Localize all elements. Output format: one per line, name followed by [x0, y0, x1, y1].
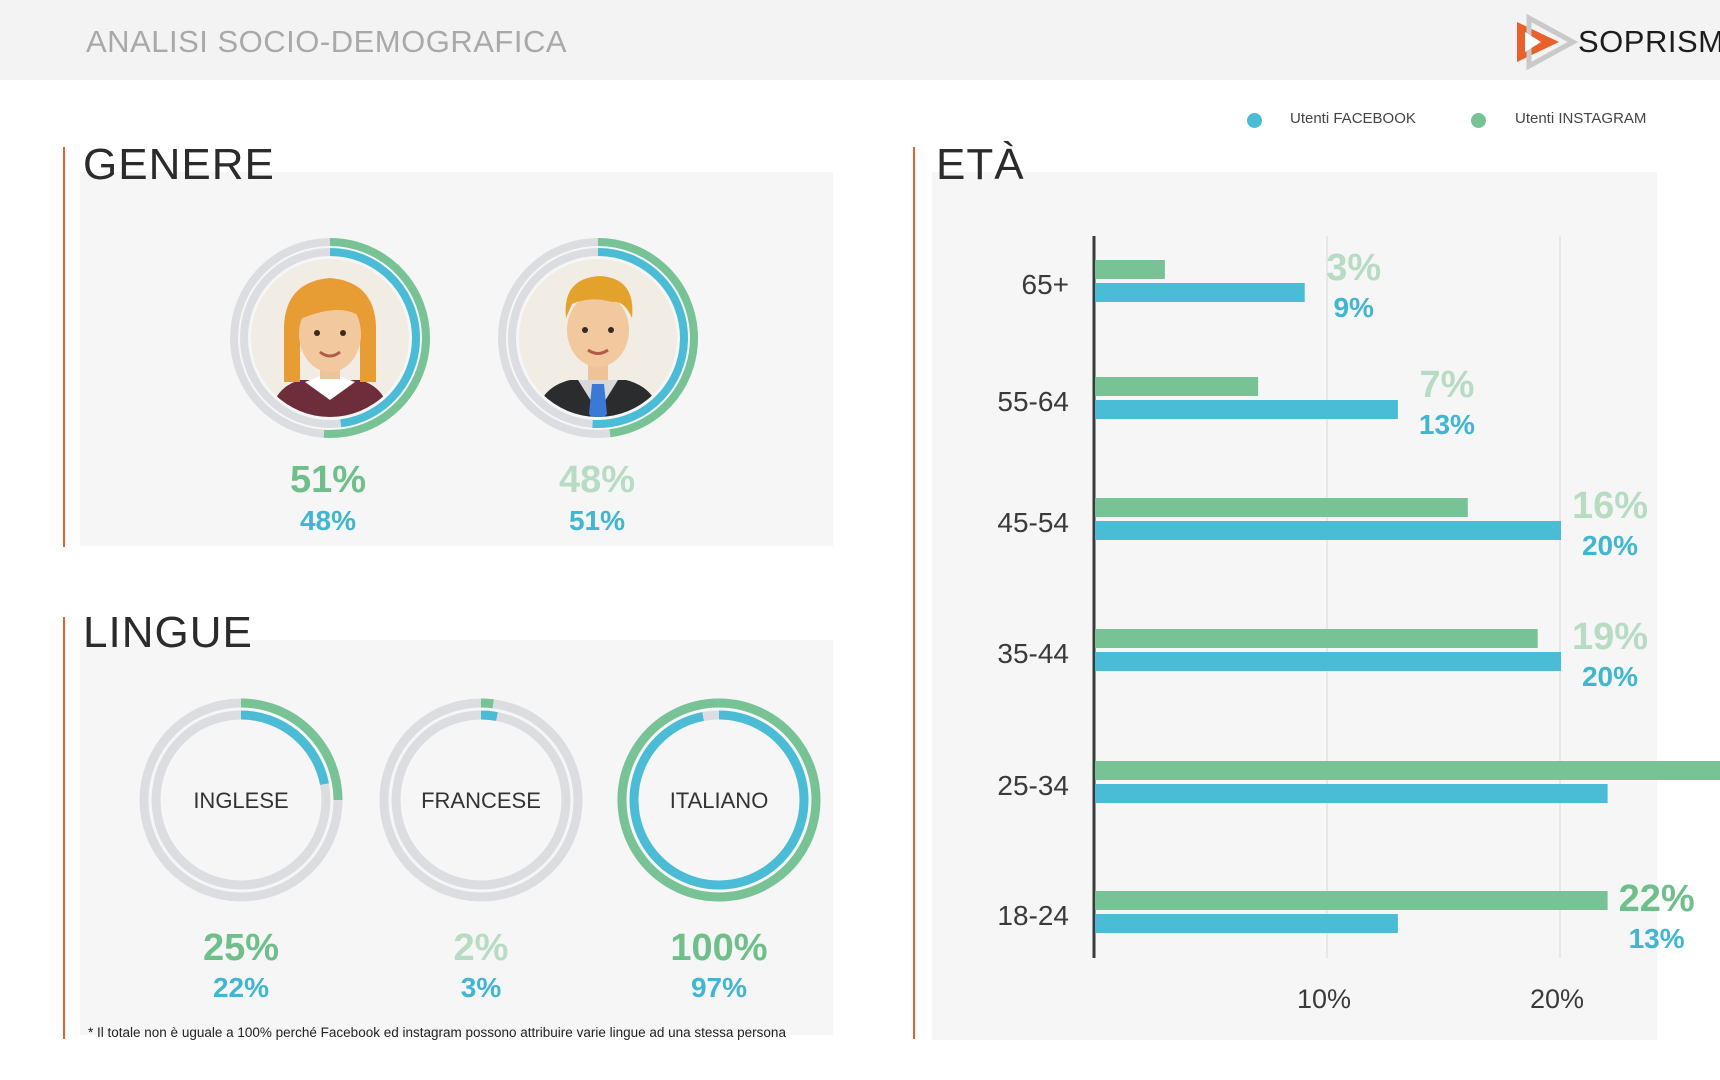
age-instagram-pct: 22% [1619, 878, 1695, 920]
lang-french-instagram-pct: 2% [454, 927, 509, 969]
age-bar-facebook [1095, 652, 1561, 671]
age-bar-instagram [1095, 761, 1720, 780]
age-instagram-pct: 7% [1419, 364, 1474, 406]
age-category-label: 18-24 [997, 900, 1069, 931]
age-accent-line [913, 147, 915, 1039]
age-facebook-pct: 20% [1582, 661, 1638, 692]
age-category-label: 35-44 [997, 638, 1069, 669]
lang-english-facebook-pct: 22% [213, 972, 269, 1003]
age-category-label: 55-64 [997, 386, 1069, 417]
lang-italian-facebook-pct: 97% [691, 972, 747, 1003]
gender-male-facebook-pct: 51% [569, 505, 625, 536]
gender-facebook-ring-0 [329, 248, 420, 428]
lang-italian-instagram-pct: 100% [670, 927, 767, 969]
age-facebook-pct: 9% [1333, 292, 1374, 323]
gender-title: GENERE [83, 140, 275, 189]
languages-title: LINGUE [83, 608, 253, 657]
age-xtick-label: 10% [1297, 984, 1351, 1014]
lang-french-facebook-pct: 3% [461, 972, 502, 1003]
gender-female-instagram-pct: 51% [290, 459, 366, 501]
language-instagram-ring-1 [480, 698, 494, 709]
language-label-french: FRANCESE [421, 788, 541, 813]
lang-english-instagram-pct: 25% [203, 927, 279, 969]
footnote: * Il totale non è uguale a 100% perché F… [88, 1025, 786, 1040]
brand-name: SOPRISM [1578, 24, 1720, 59]
age-bar-facebook [1095, 521, 1561, 540]
language-instagram-ring-0 [240, 698, 343, 801]
age-facebook-pct: 20% [1582, 530, 1638, 561]
age-instagram-pct: 16% [1572, 485, 1648, 527]
gender-female-facebook-pct: 48% [300, 505, 356, 536]
legend-instagram-dot [1471, 113, 1486, 128]
age-bar-instagram [1095, 891, 1608, 910]
age-instagram-pct: 3% [1326, 247, 1381, 289]
age-category-label: 45-54 [997, 507, 1069, 538]
age-bar-instagram [1095, 260, 1165, 279]
age-bar-facebook [1095, 400, 1398, 419]
soprism-logo-icon [1517, 14, 1579, 70]
female-avatar-icon [251, 259, 409, 417]
page-title: ANALISI SOCIO-DEMOGRAFICA [86, 24, 568, 59]
language-facebook-ring-1 [480, 710, 498, 721]
legend-facebook-label: Utenti FACEBOOK [1290, 110, 1416, 127]
age-bar-facebook [1095, 914, 1398, 933]
legend-facebook-dot [1247, 113, 1262, 128]
age-category-label: 25-34 [997, 770, 1069, 801]
age-category-label: 65+ [1022, 269, 1070, 300]
age-facebook-pct: 13% [1629, 923, 1685, 954]
language-instagram-ring-2 [617, 698, 821, 902]
male-avatar-icon [519, 259, 677, 417]
gender-accent-line [63, 147, 65, 547]
languages-accent-line [63, 617, 65, 1039]
age-bar-instagram [1095, 629, 1538, 648]
language-facebook-ring-2 [629, 710, 809, 890]
age-bar-instagram [1095, 377, 1259, 396]
header-bar: ANALISI SOCIO-DEMOGRAFICA SOPRISM [0, 0, 1720, 80]
language-facebook-ring-0 [240, 710, 329, 785]
gender-panel [80, 172, 833, 546]
age-xtick-label: 20% [1530, 984, 1584, 1014]
gender-instagram-ring-0 [323, 238, 430, 438]
language-label-english: INGLESE [193, 788, 288, 813]
age-facebook-pct: 13% [1419, 409, 1475, 440]
language-label-italian: ITALIANO [670, 788, 769, 813]
gender-instagram-ring-1 [597, 238, 698, 438]
age-bar-instagram [1095, 498, 1468, 517]
age-title: ETÀ [936, 140, 1025, 189]
age-instagram-pct: 19% [1572, 616, 1648, 658]
legend-instagram-label: Utenti INSTAGRAM [1515, 110, 1647, 127]
age-bar-facebook [1095, 283, 1305, 302]
gender-facebook-ring-1 [592, 248, 688, 428]
age-bar-facebook [1095, 784, 1608, 803]
gender-male-instagram-pct: 48% [559, 459, 635, 501]
